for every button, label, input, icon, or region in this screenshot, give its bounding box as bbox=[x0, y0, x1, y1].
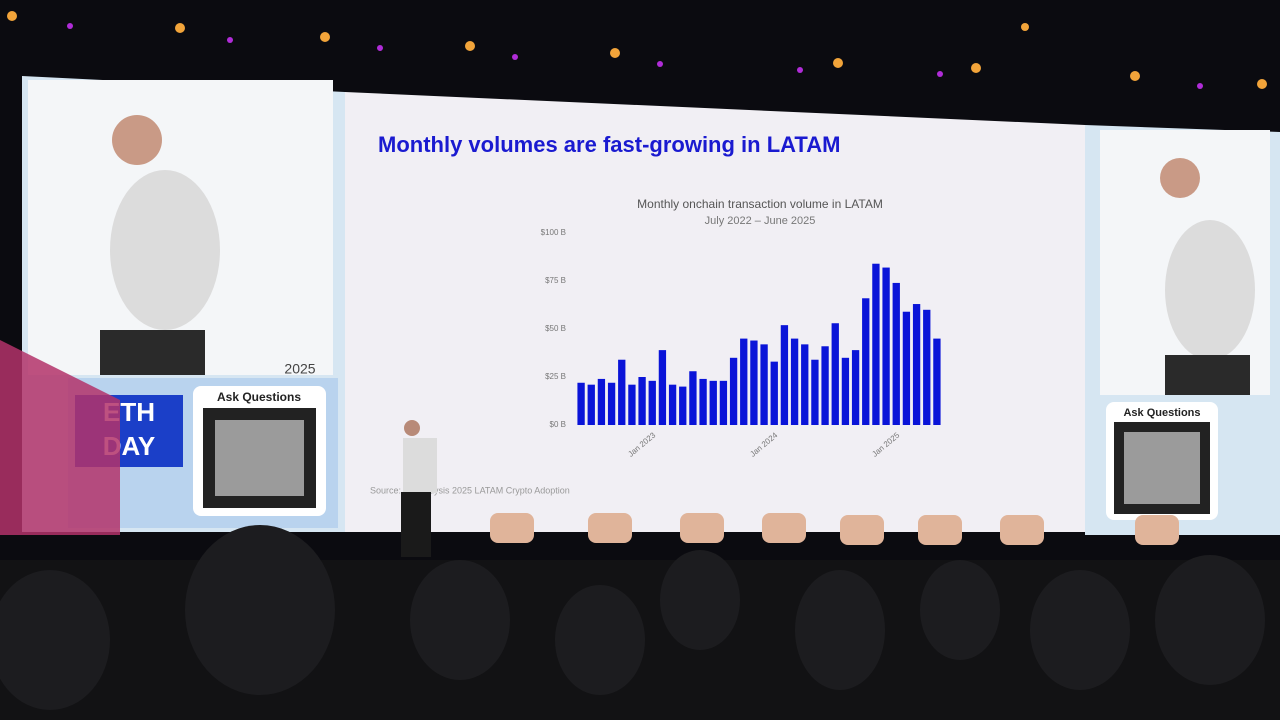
bar bbox=[912, 304, 921, 425]
bar bbox=[679, 386, 687, 425]
screen-year: 2025 bbox=[284, 361, 315, 377]
chart-source: Source: Chainalysis 2025 LATAM Crypto Ad… bbox=[370, 485, 570, 495]
bar bbox=[709, 380, 717, 425]
stage-chairs bbox=[490, 513, 1179, 545]
bar bbox=[577, 382, 585, 425]
y-tick-label: $25 B bbox=[545, 372, 566, 381]
right-screen: Ask Questions bbox=[1085, 125, 1280, 535]
y-tick-label: $100 B bbox=[541, 228, 566, 237]
bar bbox=[740, 338, 748, 425]
bar bbox=[658, 350, 667, 425]
bar bbox=[892, 282, 900, 425]
bar bbox=[801, 344, 809, 425]
bar bbox=[719, 380, 728, 425]
stage-decor bbox=[0, 340, 120, 535]
bar bbox=[587, 384, 595, 425]
bar bbox=[648, 380, 656, 425]
bar bbox=[618, 359, 626, 425]
chart-subtitle: July 2022 – June 2025 bbox=[705, 215, 816, 227]
ceiling-lights bbox=[7, 11, 1267, 89]
bar bbox=[882, 267, 890, 425]
slide bbox=[345, 92, 1085, 532]
bar bbox=[760, 344, 768, 425]
bar bbox=[811, 359, 819, 425]
bar bbox=[862, 298, 870, 425]
y-tick-label: $75 B bbox=[545, 276, 566, 285]
audience bbox=[0, 525, 1265, 710]
slide-title: Monthly volumes are fast-growing in LATA… bbox=[378, 132, 840, 157]
bar bbox=[902, 311, 911, 425]
left-screen: 2025 ETH DAY Ask Questions bbox=[22, 76, 345, 532]
y-tick-label: $0 B bbox=[550, 420, 566, 429]
qr-label: Ask Questions bbox=[217, 390, 301, 404]
bar bbox=[750, 340, 758, 425]
bar bbox=[821, 346, 829, 425]
bar bbox=[689, 371, 697, 425]
speaker bbox=[401, 420, 437, 557]
bar bbox=[933, 338, 941, 425]
bar bbox=[831, 323, 839, 425]
bar bbox=[790, 338, 799, 425]
bar bbox=[872, 263, 880, 425]
chart-title: Monthly onchain transaction volume in LA… bbox=[637, 197, 883, 211]
bar bbox=[607, 382, 616, 425]
bar bbox=[699, 378, 707, 425]
y-tick-label: $50 B bbox=[545, 324, 566, 333]
bar bbox=[841, 357, 850, 425]
bar bbox=[780, 325, 789, 425]
bar bbox=[729, 357, 738, 425]
qr-label: Ask Questions bbox=[1123, 407, 1200, 419]
bar bbox=[628, 384, 636, 425]
bar bbox=[668, 384, 677, 425]
bar bbox=[638, 377, 646, 425]
bar bbox=[597, 378, 606, 425]
bar bbox=[851, 350, 860, 425]
bar bbox=[923, 309, 931, 425]
bar bbox=[770, 361, 778, 425]
